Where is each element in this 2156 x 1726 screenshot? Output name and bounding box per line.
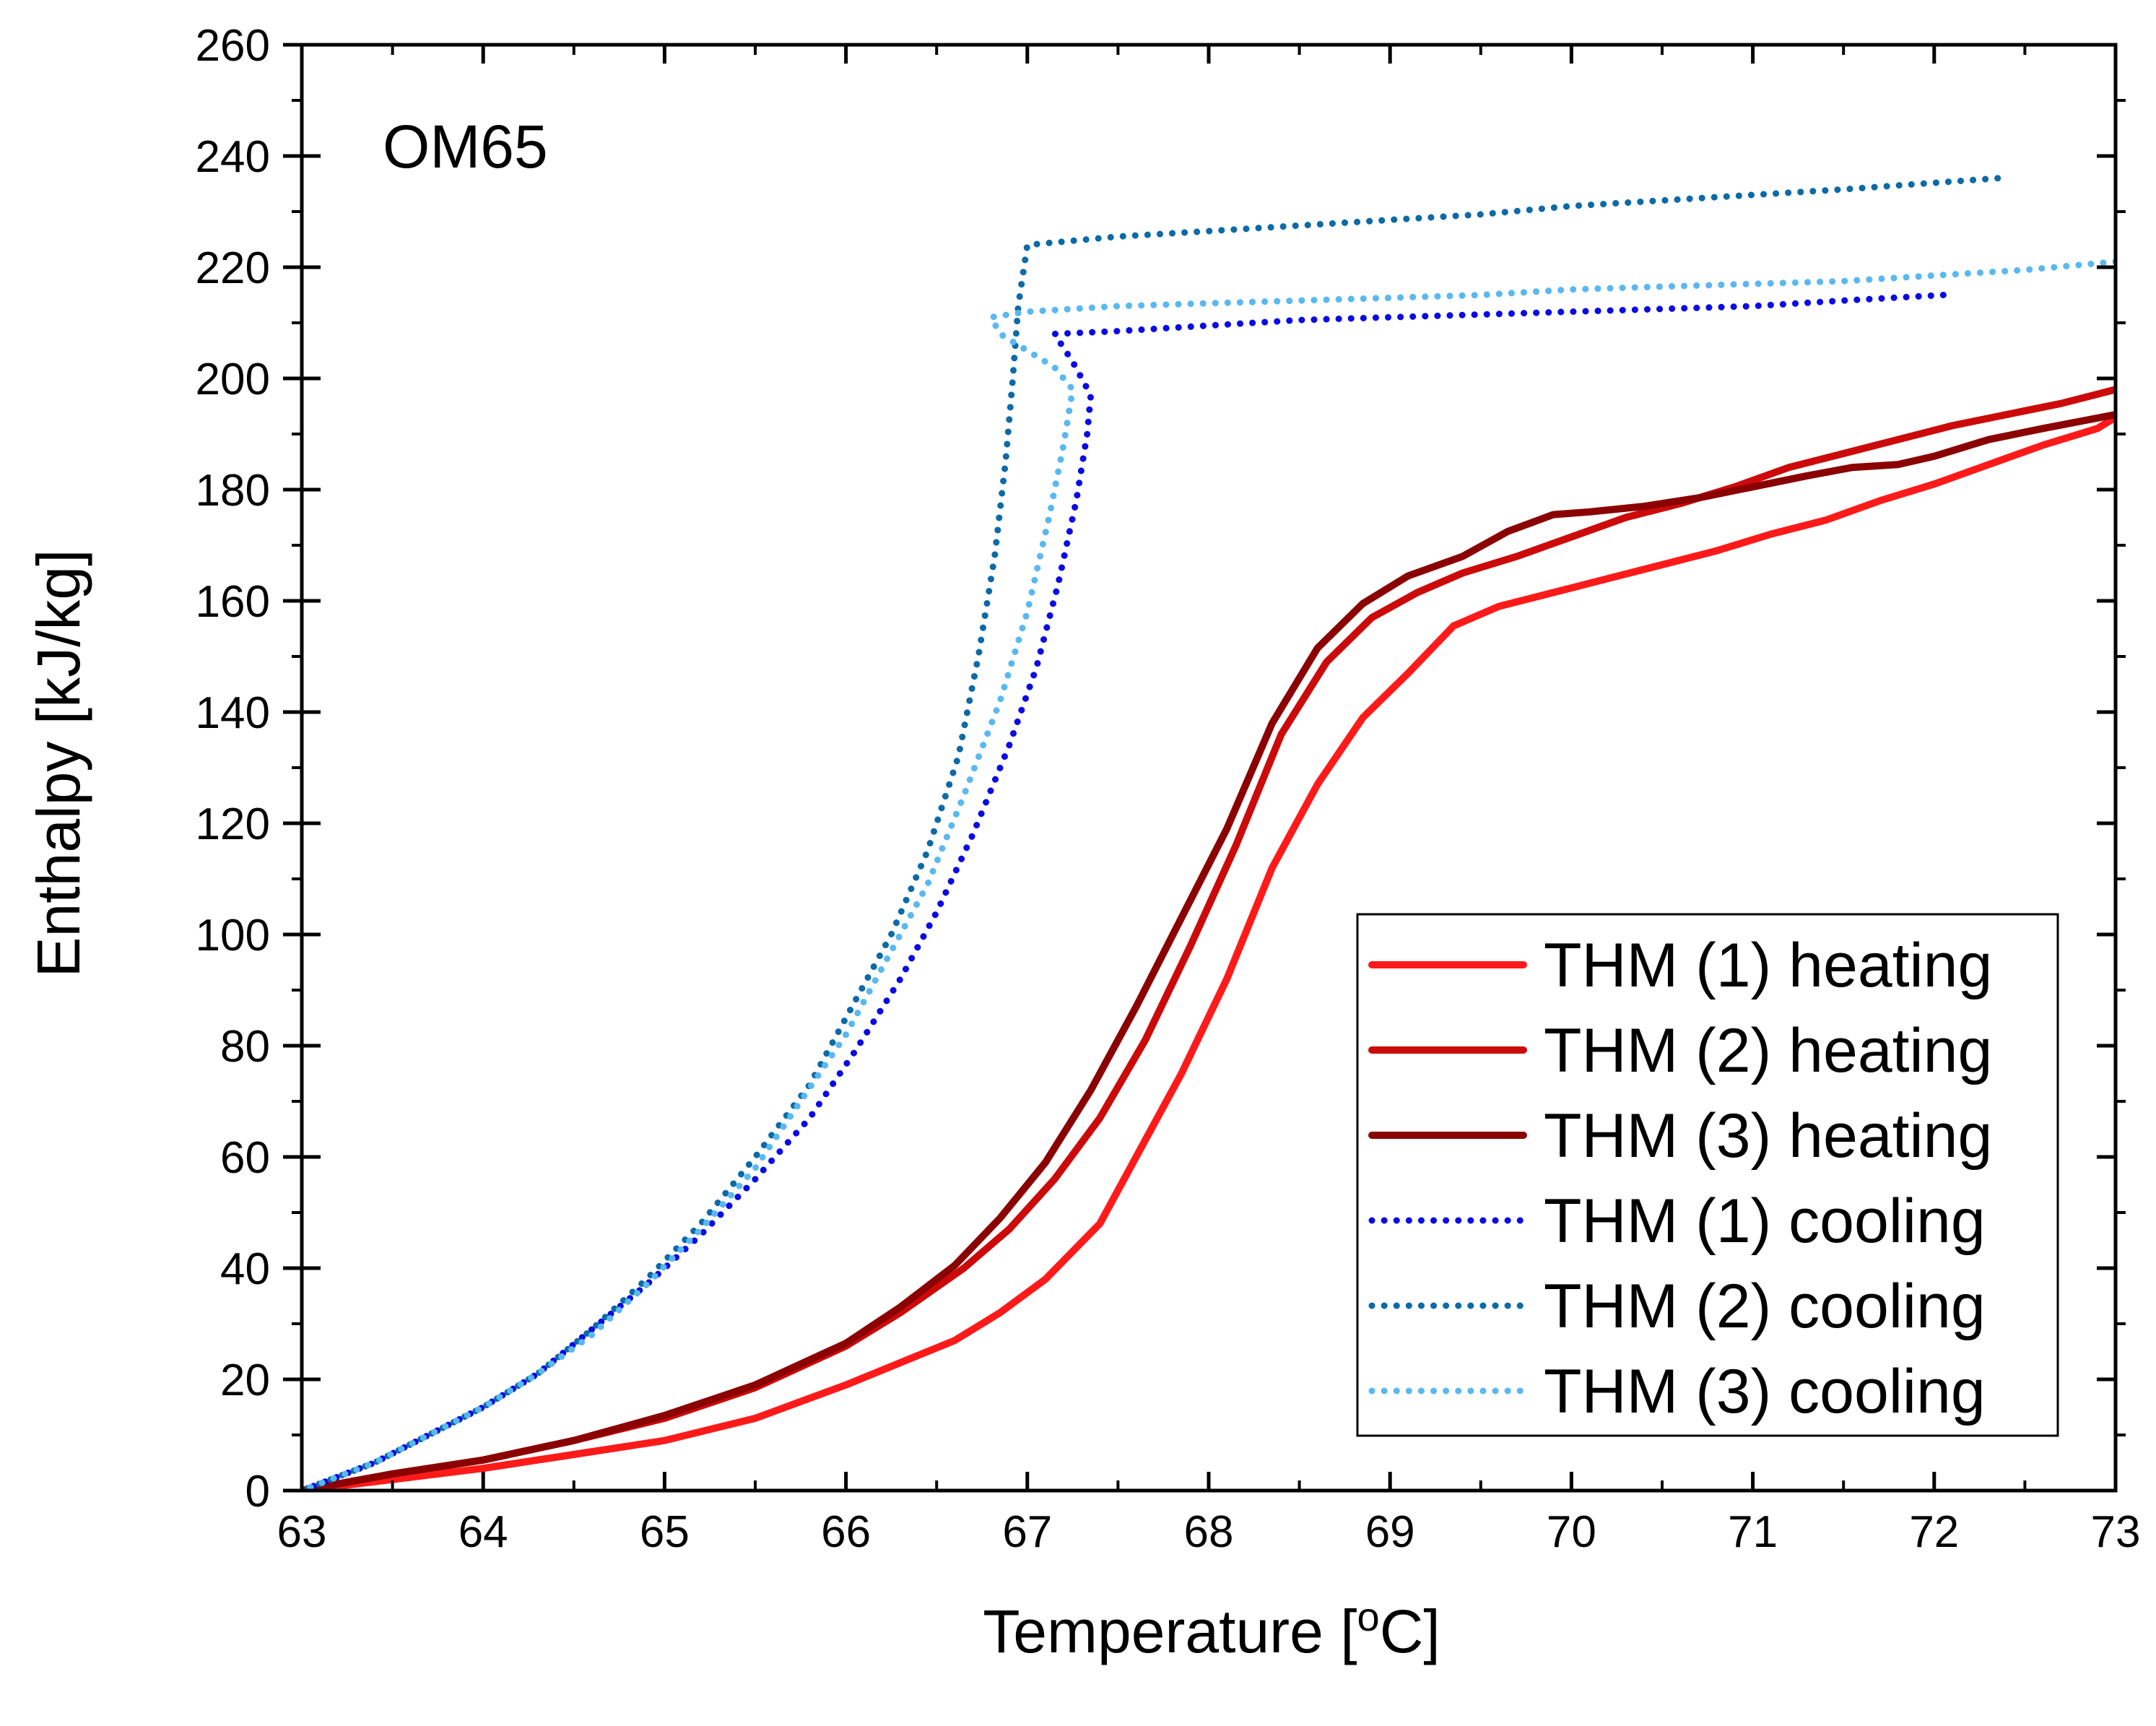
y-tick-label: 160 (196, 577, 270, 627)
x-axis-title-end: C] (1380, 1597, 1440, 1665)
y-tick-label: 40 (220, 1244, 270, 1294)
legend-label: THM (1) cooling (1544, 1187, 1986, 1256)
series-line-4 (302, 292, 1947, 1491)
y-tick-label: 100 (196, 911, 270, 960)
legend-label: THM (3) cooling (1544, 1357, 1986, 1426)
y-tick-label: 240 (196, 132, 270, 182)
x-tick-label: 73 (2091, 1507, 2141, 1557)
series-line-6 (302, 258, 2116, 1491)
x-tick-label: 65 (640, 1507, 690, 1557)
y-tick-label: 20 (220, 1356, 270, 1405)
x-tick-label: 71 (1728, 1507, 1778, 1557)
x-axis: 63 64 65 66 67 68 69 70 71 72 73 (277, 45, 2141, 1557)
y-tick-label: 80 (220, 1022, 270, 1072)
legend-label: THM (3) heating (1544, 1101, 1992, 1171)
y-tick-label: 220 (196, 243, 270, 293)
legend-box (1356, 913, 2059, 1437)
y-tick-label: 260 (196, 21, 270, 71)
series-line-1 (302, 413, 2116, 1491)
series-line-5 (302, 175, 2001, 1491)
y-tick-label: 0 (245, 1467, 270, 1517)
x-axis-title: Temperature [oC] (983, 1594, 1440, 1665)
y-tick-label: 140 (196, 688, 270, 738)
series-line-3 (302, 411, 2116, 1491)
y-tick-label: 60 (220, 1133, 270, 1183)
x-tick-label: 72 (1909, 1507, 1959, 1557)
x-tick-label: 70 (1547, 1507, 1596, 1557)
x-tick-label: 69 (1365, 1507, 1415, 1557)
y-tick-label: 180 (196, 466, 270, 516)
x-tick-label: 67 (1002, 1507, 1052, 1557)
x-axis-title-unit: o (1357, 1594, 1380, 1639)
y-axis: 0 20 40 60 80 100 120 140 160 180 200 220 240 260 (196, 21, 2126, 1517)
y-tick-label: 120 (196, 799, 270, 849)
series-layer (302, 175, 2116, 1491)
x-axis-title-main: Temperature [ (983, 1597, 1357, 1665)
x-tick-label: 64 (458, 1507, 508, 1557)
chart-annotation: OM65 (383, 113, 548, 181)
x-tick-label: 66 (821, 1507, 871, 1557)
x-tick-label: 63 (277, 1507, 327, 1557)
legend-label: THM (2) cooling (1544, 1272, 1986, 1341)
y-tick-label: 200 (196, 355, 270, 404)
y-axis-title: Enthalpy [kJ/kg] (25, 550, 92, 978)
x-tick-label: 68 (1184, 1507, 1234, 1557)
legend: THM (1) heating THM (2) heating THM (3) he… (1356, 913, 2059, 1437)
legend-label: THM (2) heating (1544, 1016, 1992, 1085)
legend-label: THM (1) heating (1544, 931, 1992, 1000)
